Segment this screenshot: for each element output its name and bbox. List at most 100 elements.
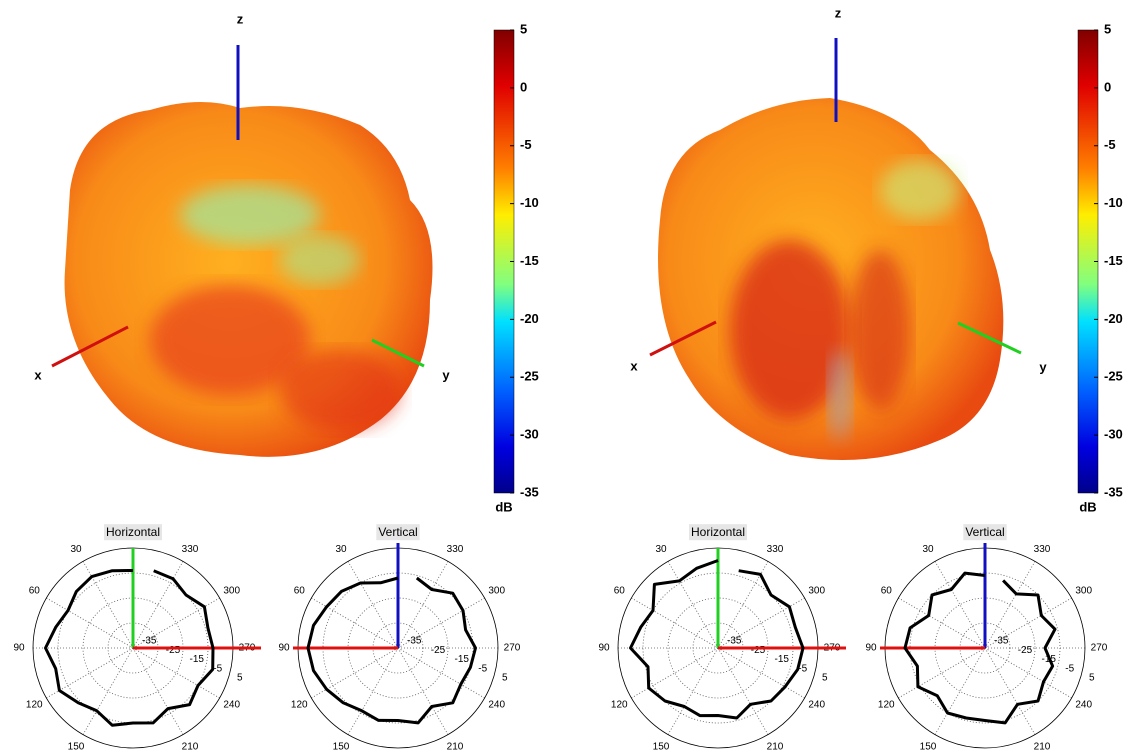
theta-tick-label: 60 [881, 586, 893, 597]
colorbar-tick-label: -35 [520, 484, 539, 499]
r-tick-label: -35 [994, 636, 1009, 647]
r-tick-label: -25 [1018, 645, 1033, 656]
colorbar-tick-label: -10 [1104, 195, 1123, 210]
colorbar-label: dB [495, 499, 512, 514]
colorbar-tick-label: -5 [1104, 137, 1116, 152]
theta-tick-label: 120 [878, 700, 895, 711]
surface-plot [658, 98, 1004, 460]
surface-plot [64, 101, 433, 457]
theta-tick-label: 240 [488, 700, 505, 711]
y-axis [957, 321, 1022, 355]
x-axis [51, 325, 129, 368]
grid-spoke [667, 647, 719, 735]
grid-spoke [347, 561, 399, 649]
r-tick-label: -35 [142, 636, 157, 647]
colorbar-tick-label: -15 [1104, 253, 1123, 268]
grid-ring [909, 572, 1061, 724]
r-tick-label: 5 [502, 673, 508, 684]
theta-tick-label: 240 [223, 700, 240, 711]
theta-tick-label: 210 [767, 741, 784, 752]
polar-title: Horizontal [106, 525, 160, 539]
r-tick-label: -35 [727, 636, 742, 647]
pattern-line [44, 569, 215, 727]
theta-tick-label: 270 [1091, 643, 1108, 654]
colorbar-tick-label: -15 [520, 253, 539, 268]
theta-tick-label: 120 [611, 700, 628, 711]
axis-label: x [34, 367, 42, 382]
theta-tick-label: 150 [333, 741, 350, 752]
colorbar-tick-label: -20 [520, 311, 539, 326]
theta-tick-label: 150 [920, 741, 937, 752]
r-tick-label: -15 [455, 654, 470, 665]
r-tick-label: -35 [407, 636, 422, 647]
theta-tick-label: 30 [922, 544, 934, 555]
polar-title: Vertical [965, 525, 1004, 539]
axis-label: x [630, 358, 638, 373]
theta-tick-label: 150 [653, 741, 670, 752]
title-bg [103, 524, 163, 541]
theta-tick-label: 300 [1075, 586, 1092, 597]
r-tick-label: 5 [237, 673, 243, 684]
polar-title: Vertical [378, 525, 417, 539]
theta-tick-label: 150 [68, 741, 85, 752]
theta-tick-label: 120 [291, 700, 308, 711]
pattern-line [629, 559, 805, 720]
pattern-line [903, 571, 1057, 725]
grid-spoke [667, 561, 719, 649]
r-tick-label: -25 [431, 645, 446, 656]
colorbar-tick-label: 5 [520, 21, 527, 36]
theta-tick-label: 240 [1075, 700, 1092, 711]
theta-tick-label: 90 [598, 643, 610, 654]
colorbar-tick-label: 5 [1104, 21, 1111, 36]
pattern-line [306, 576, 477, 725]
r-tick-label: -25 [166, 645, 181, 656]
colorbar-tick-label: -30 [1104, 427, 1123, 442]
r-tick-label: -5 [798, 663, 807, 674]
grid-spoke [311, 597, 399, 649]
colorbar-label: dB [1079, 499, 1096, 514]
theta-tick-label: 210 [447, 741, 464, 752]
colorbar-tick-label: -20 [1104, 311, 1123, 326]
r-tick-label: 5 [822, 673, 828, 684]
theta-tick-label: 90 [278, 643, 290, 654]
theta-tick-label: 30 [335, 544, 347, 555]
r-tick-label: -5 [1065, 663, 1074, 674]
colorbar-tick-label: -35 [1104, 484, 1123, 499]
theta-tick-label: 240 [808, 700, 825, 711]
r-tick-label: -25 [751, 645, 766, 656]
grid-spoke [898, 597, 986, 649]
theta-tick-label: 270 [504, 643, 521, 654]
grid-spoke [82, 561, 134, 649]
colorbar-tick-label: -10 [520, 195, 539, 210]
grid-ring [322, 572, 474, 724]
axis-label: z [835, 5, 842, 20]
grid-spoke [717, 647, 769, 735]
theta-tick-label: 30 [70, 544, 82, 555]
axis-label: z [237, 11, 244, 26]
theta-tick-label: 120 [26, 700, 43, 711]
theta-tick-label: 60 [294, 586, 306, 597]
title-bg [688, 524, 748, 541]
theta-tick-label: 300 [223, 586, 240, 597]
grid-spoke [934, 647, 986, 735]
theta-tick-label: 330 [447, 544, 464, 555]
theta-tick-label: 60 [29, 586, 41, 597]
colorbar-tick-label: -5 [520, 137, 532, 152]
theta-tick-label: 90 [13, 643, 25, 654]
axis-label: y [1039, 359, 1047, 374]
colorbar-tick-label: -25 [520, 369, 539, 384]
r-tick-label: -5 [478, 663, 487, 674]
axis-label: y [442, 367, 450, 382]
grid-spoke [311, 647, 399, 699]
theta-tick-label: 300 [808, 586, 825, 597]
theta-tick-label: 210 [182, 741, 199, 752]
colorbar-tick-label: 0 [1104, 79, 1111, 94]
theta-tick-label: 60 [614, 586, 626, 597]
theta-tick-label: 300 [488, 586, 505, 597]
x-axis [649, 320, 717, 357]
grid-spoke [631, 647, 719, 699]
theta-tick-label: 30 [655, 544, 667, 555]
r-tick-label: 5 [1089, 673, 1095, 684]
